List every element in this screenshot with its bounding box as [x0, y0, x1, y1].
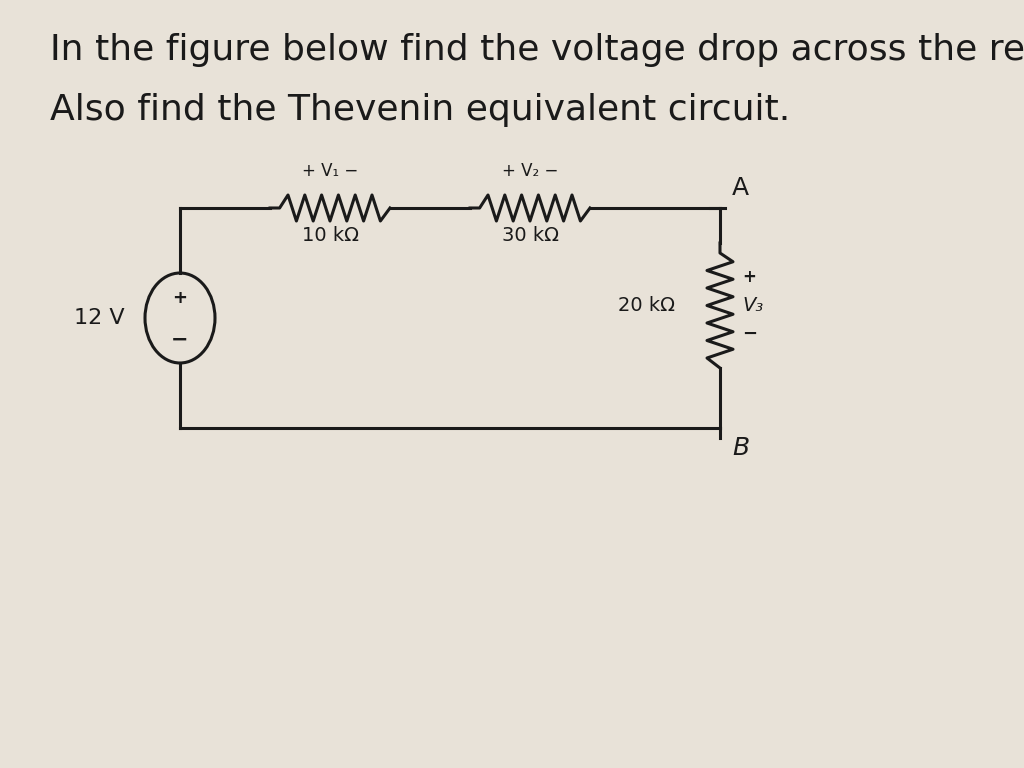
Text: 20 kΩ: 20 kΩ: [618, 296, 675, 315]
Text: 10 kΩ: 10 kΩ: [301, 226, 358, 245]
Text: + V₁ −: + V₁ −: [302, 162, 358, 180]
Text: Also find the Thevenin equivalent circuit.: Also find the Thevenin equivalent circui…: [50, 93, 791, 127]
Text: V₃: V₃: [742, 296, 763, 315]
Text: +: +: [172, 289, 187, 307]
Text: + V₂ −: + V₂ −: [502, 162, 558, 180]
Text: 30 kΩ: 30 kΩ: [502, 226, 558, 245]
Text: B: B: [732, 436, 750, 460]
Text: A: A: [732, 176, 750, 200]
Text: +: +: [742, 269, 756, 286]
Text: 12 V: 12 V: [75, 308, 125, 328]
Text: In the figure below find the voltage drop across the resis: In the figure below find the voltage dro…: [50, 33, 1024, 67]
Text: −: −: [171, 330, 188, 350]
Text: −: −: [742, 325, 757, 343]
